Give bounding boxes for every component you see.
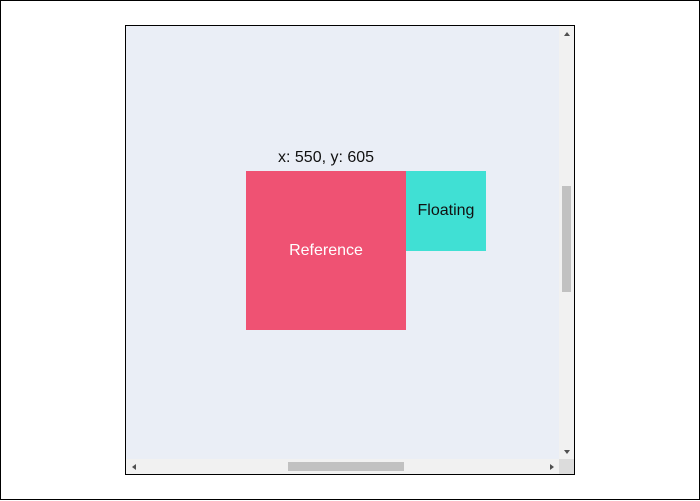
scroll-left-button[interactable]: [126, 459, 141, 474]
horizontal-scroll-thumb[interactable]: [288, 462, 404, 471]
floating-element: Floating: [406, 171, 486, 251]
scroll-up-button[interactable]: [559, 26, 574, 41]
coordinates-label: x: 550, y: 605: [278, 149, 375, 166]
scroll-down-icon: [563, 449, 570, 454]
reference-element: Reference: [246, 171, 406, 330]
vertical-scrollbar[interactable]: [559, 26, 574, 459]
scroll-right-button[interactable]: [544, 459, 559, 474]
scrollbar-corner: [559, 459, 574, 474]
floating-label: Floating: [417, 202, 475, 219]
scroll-container[interactable]: x: 550, y: 605 Reference Floating: [125, 25, 575, 475]
scroll-down-button[interactable]: [559, 444, 574, 459]
horizontal-scrollbar[interactable]: [126, 459, 559, 474]
scroll-right-icon: [549, 463, 554, 470]
reference-label: Reference: [289, 241, 363, 259]
vertical-scroll-thumb[interactable]: [562, 186, 571, 292]
scroll-left-icon: [131, 463, 136, 470]
scroll-up-icon: [563, 31, 570, 36]
